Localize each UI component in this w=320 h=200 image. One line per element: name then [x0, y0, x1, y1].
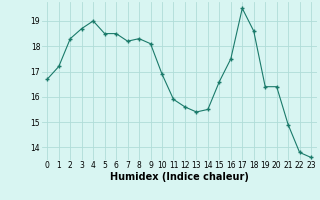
X-axis label: Humidex (Indice chaleur): Humidex (Indice chaleur): [110, 172, 249, 182]
